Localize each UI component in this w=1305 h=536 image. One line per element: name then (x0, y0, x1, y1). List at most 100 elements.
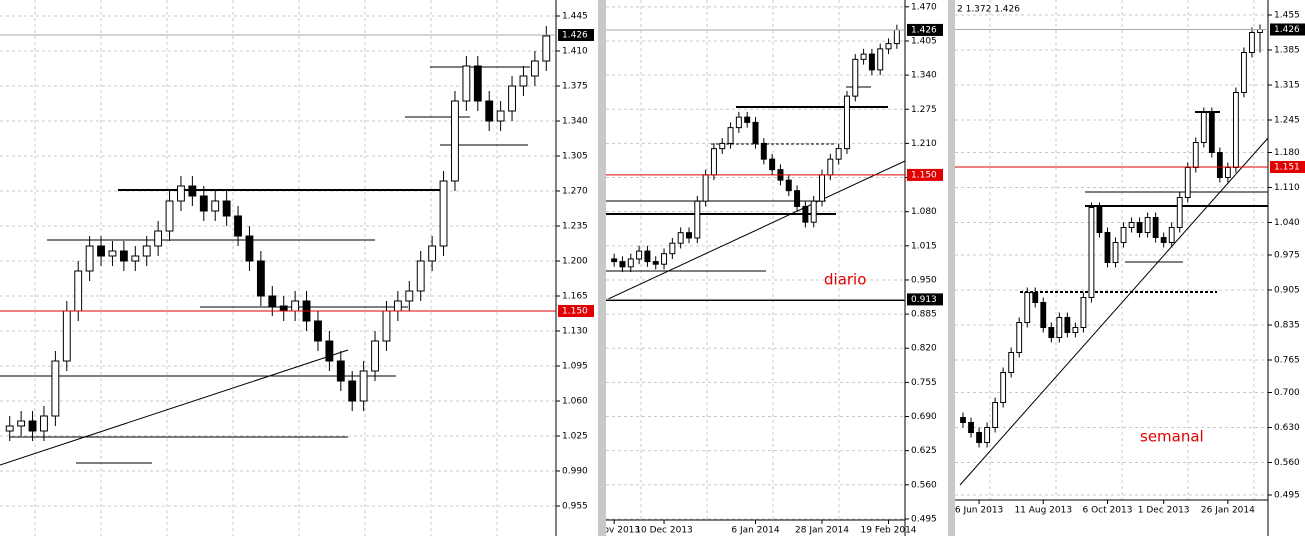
price-label: 1.151 (1274, 163, 1300, 173)
candle-body (473, 65, 482, 102)
candle-body (1064, 317, 1071, 333)
candle-body (636, 250, 643, 260)
candle-body (131, 255, 140, 262)
candle-body (827, 158, 834, 176)
candle-body (5, 425, 14, 432)
candle-body (802, 205, 809, 223)
candle-body (719, 142, 726, 150)
candle-body (677, 232, 684, 244)
candle-body (142, 245, 151, 257)
candle-body (877, 48, 884, 71)
candle-body (1200, 112, 1207, 143)
candle-body (439, 180, 448, 247)
candle-body (976, 432, 982, 443)
y-tick-label: 0.885 (911, 310, 937, 320)
candle-body (1233, 92, 1239, 168)
y-tick-label: 0.820 (911, 344, 937, 354)
candle-body (542, 35, 551, 62)
candle-body (211, 200, 220, 212)
candle-body (108, 250, 117, 257)
candle-body (74, 270, 83, 312)
y-tick-label: 1.445 (562, 12, 588, 22)
candle-body (451, 100, 459, 182)
candle-body (1088, 207, 1095, 298)
candle-body (1080, 297, 1087, 328)
candle-body (1176, 197, 1183, 228)
y-tick-label: 0.495 (1274, 491, 1300, 501)
y-tick-label: 1.165 (562, 292, 588, 302)
y-tick-label: 1.040 (1274, 218, 1300, 228)
candle-body (1096, 207, 1103, 233)
price-label-box (907, 23, 943, 36)
x-tick-label: 11 Aug 2013 (1014, 506, 1072, 516)
candle-body (1000, 372, 1007, 403)
annotation: semanal (1140, 428, 1204, 446)
candle-body (992, 402, 999, 428)
candle-body (485, 100, 494, 122)
price-label-box (558, 29, 594, 41)
y-tick-label: 1.025 (562, 432, 588, 442)
y-tick-label: 1.080 (911, 207, 937, 217)
candle-body (279, 305, 288, 312)
candle-body (1072, 327, 1079, 333)
candle-body (960, 417, 966, 423)
y-tick-label: 0.630 (1274, 423, 1300, 433)
candle-body (619, 261, 626, 268)
candle-body (860, 53, 867, 60)
y-tick-label: 0.625 (911, 446, 937, 456)
candle-body (51, 360, 60, 417)
y-tick-label: 1.410 (562, 47, 588, 57)
candle-body (40, 415, 48, 432)
candle-body (1249, 32, 1255, 53)
candle-body (62, 310, 71, 362)
candle-body (97, 245, 105, 257)
candle-body (1208, 112, 1215, 153)
y-tick-label: 1.015 (911, 241, 937, 251)
candle-body (661, 253, 668, 265)
x-tick-label: 6 Jan 2014 (731, 526, 779, 536)
x-tick-label: 19 Feb 2014 (861, 526, 917, 536)
y-tick-label: 1.375 (562, 82, 588, 92)
y-tick-label: 0.560 (1274, 458, 1300, 468)
candle-body (393, 300, 402, 312)
candle-body (868, 53, 875, 71)
candle-body (154, 230, 163, 247)
chart-panel: 0.495 0.560 0.625 0.690 0.755 0.820 0.885 0.950… (606, 0, 948, 536)
candle-body (234, 215, 242, 237)
candle-body (405, 290, 414, 302)
candle-body (1024, 292, 1031, 323)
y-tick-label: 1.180 (1274, 148, 1300, 158)
y-tick-label: 0.560 (911, 480, 937, 490)
candle-body (508, 85, 516, 112)
candle-body (222, 200, 231, 217)
x-tick-label: 6 Oct 2013 (1083, 506, 1133, 516)
candle-body (1032, 292, 1039, 303)
candle-body (245, 235, 254, 262)
candle-body (1104, 232, 1111, 263)
y-tick-label: 0.975 (1274, 251, 1300, 261)
candle-body (843, 95, 850, 150)
y-tick-label: 1.340 (562, 117, 588, 127)
candle-body (644, 250, 651, 263)
candle-body (291, 300, 300, 312)
y-tick-label: 1.405 (911, 36, 937, 46)
y-tick-label: 1.060 (562, 397, 588, 407)
candle-body (496, 110, 505, 122)
candle-body (462, 65, 471, 102)
y-tick-label: 1.110 (1274, 183, 1300, 193)
candle-body (165, 200, 174, 232)
drawn-lines (959, 111, 1269, 486)
candle-body (785, 179, 792, 192)
y-tick-label: 1.130 (562, 327, 588, 337)
candle-body (325, 340, 334, 362)
candle-body (810, 200, 817, 223)
candle-body (530, 60, 539, 77)
x-tick-label: 1 Dec 2013 (1138, 506, 1190, 516)
price-label-box (558, 305, 594, 317)
price-label-box (1270, 23, 1305, 36)
candle-body (1112, 242, 1119, 263)
y-tick-label: 0.700 (1274, 388, 1300, 398)
candle-body (968, 422, 974, 433)
candle-body (336, 360, 345, 382)
